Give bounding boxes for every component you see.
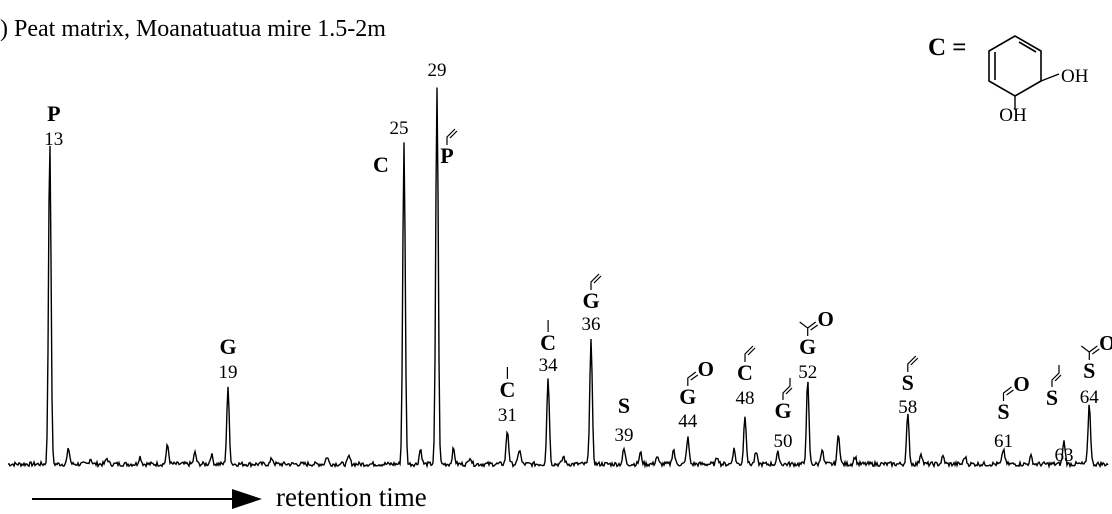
hydroxyl-label: OH [999, 105, 1027, 126]
substituent-aldehyde [690, 374, 699, 381]
hydroxyl-label: OH [1061, 66, 1089, 87]
substituent-aldehyde [687, 371, 697, 386]
catechol-double-bond [1018, 41, 1037, 53]
substituent-vinyl [747, 347, 756, 356]
oxygen-label: O [1099, 331, 1112, 355]
peak-compound-label: S [1083, 358, 1095, 383]
peak-number-label: 19 [219, 362, 238, 383]
oxygen-label: O [1013, 372, 1029, 396]
oxygen-label: O [698, 357, 714, 381]
substituent-propenyl [782, 378, 791, 400]
peak-number-label: 29 [428, 60, 447, 81]
substituent-vinyl [446, 128, 456, 145]
x-axis-label: retention time [276, 482, 427, 512]
substituent-acetyl [1091, 348, 1100, 355]
peak-compound-label: S [997, 399, 1009, 424]
substituent-vinyl [744, 345, 754, 362]
peak-number-label: 36 [582, 314, 601, 335]
hydroxyl-bond [1040, 73, 1060, 82]
peak-number-label: 64 [1080, 387, 1100, 408]
substituent-vinyl [590, 273, 600, 290]
catechol-ring [988, 35, 1042, 97]
peak-number-label: 31 [498, 405, 517, 426]
peak-compound-label: C [499, 377, 515, 402]
peak-number-label: 50 [774, 431, 793, 452]
substituent-propenyl [1051, 365, 1060, 387]
substituent-acetyl [810, 324, 819, 331]
substituent-vinyl [910, 357, 919, 366]
peak-number-label: 13 [44, 129, 63, 150]
substituent-acetyl [807, 321, 817, 329]
peak-number-label: 58 [898, 397, 917, 418]
peak-compound-label: G [219, 334, 236, 359]
peak-compound-label: C [540, 330, 556, 355]
peak-compound-label: S [902, 370, 914, 395]
peak-number-label: 52 [798, 362, 817, 383]
peak-number-label: 34 [539, 355, 559, 376]
peak-compound-label: S [1046, 385, 1058, 410]
peak-compound-label: C [737, 360, 753, 385]
chromatogram-trace [7, 87, 1109, 469]
peak-number-label: 63 [1055, 445, 1074, 466]
peak-number-label: 39 [615, 425, 634, 446]
peak-number-label: 61 [994, 431, 1013, 452]
substituent-vinyl [593, 275, 602, 284]
chart-title: ) Peat matrix, Moanatuatua mire 1.5-2m [0, 16, 386, 42]
peak-compound-label: C [373, 152, 389, 177]
catechol-key-label: C = [928, 34, 967, 61]
oxygen-label: O [818, 307, 834, 331]
peak-number-label: 44 [678, 411, 698, 432]
peak-number-label: 48 [736, 388, 755, 409]
substituent-vinyl [449, 130, 458, 139]
substituent-aldehyde [1006, 389, 1014, 396]
peak-compound-label: G [582, 288, 599, 313]
retention-arrow-head [232, 489, 262, 509]
peak-compound-label: G [799, 334, 816, 359]
substituent-aldehyde [1002, 386, 1012, 401]
peak-number-label: 25 [390, 118, 409, 139]
substituent-propenyl [1054, 374, 1062, 382]
peak-compound-label: P [440, 143, 453, 168]
substituent-vinyl [907, 355, 917, 372]
substituent-propenyl [785, 387, 793, 395]
substituent-acetyl [1088, 345, 1098, 353]
peak-compound-label: G [679, 384, 696, 409]
peak-compound-label: P [47, 101, 60, 126]
peak-compound-label: S [618, 393, 630, 418]
peak-compound-label: G [774, 398, 791, 423]
